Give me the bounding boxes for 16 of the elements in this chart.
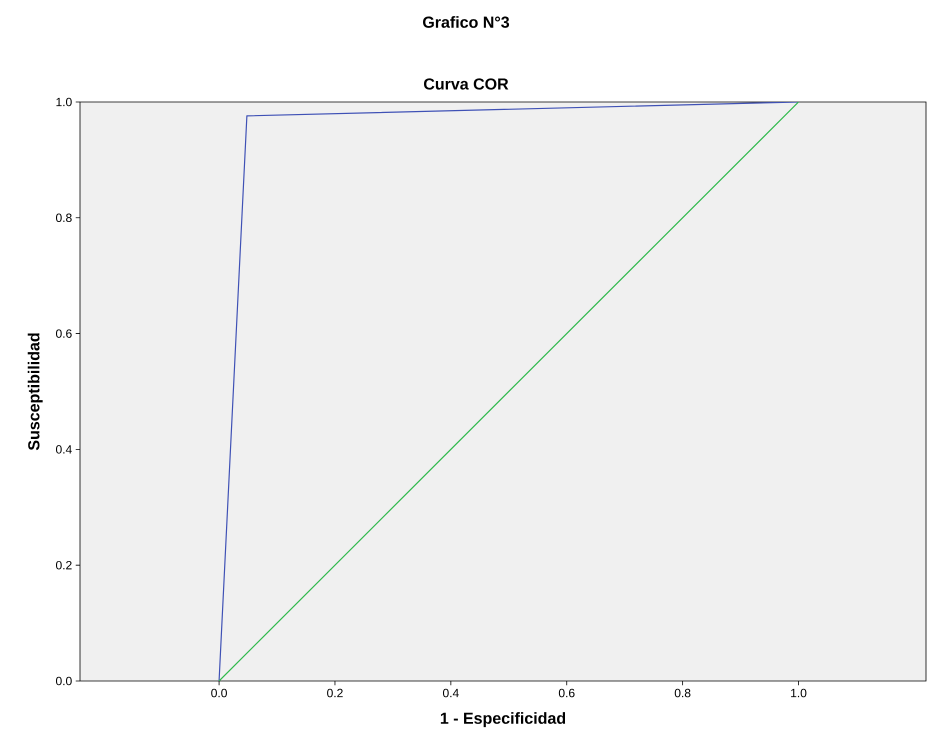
x-tick-label: 0.4 bbox=[442, 688, 459, 698]
x-tick-label: 1.0 bbox=[791, 688, 806, 698]
x-tick-label: 0.2 bbox=[327, 688, 343, 698]
x-tick-label: 0.0 bbox=[211, 688, 227, 698]
x-tick-label: 0.6 bbox=[558, 688, 575, 698]
y-axis-title: Susceptibilidad bbox=[28, 333, 43, 450]
x-axis-title: 1 - Especificidad bbox=[440, 712, 566, 728]
y-tick-label: 0.8 bbox=[56, 214, 72, 222]
chart-title: Grafico N°3 bbox=[423, 16, 510, 28]
y-tick-label: 0.0 bbox=[56, 676, 72, 686]
y-tick-label: 0.6 bbox=[56, 329, 72, 338]
y-tick-label: 1.0 bbox=[56, 98, 72, 106]
y-tick-label: 0.2 bbox=[56, 560, 72, 570]
y-tick-label: 0.4 bbox=[56, 445, 72, 454]
chart-subtitle: Curva COR bbox=[424, 78, 508, 90]
x-tick-label: 0.8 bbox=[674, 688, 690, 698]
